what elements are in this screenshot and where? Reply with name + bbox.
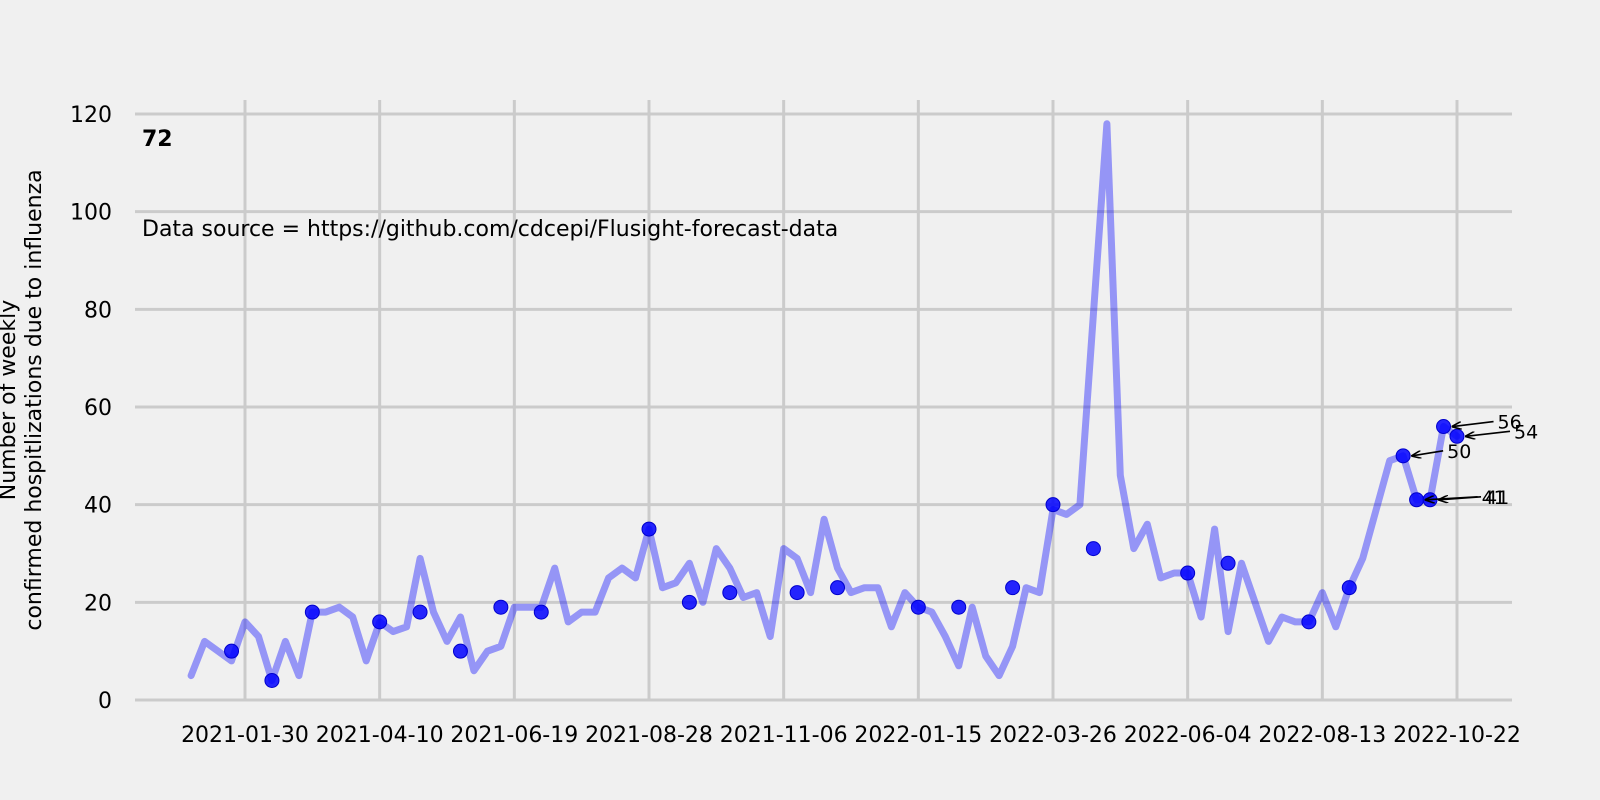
annotation-label: 54 (1514, 421, 1538, 443)
data-point-marker (452, 643, 468, 659)
x-tick-label: 2021-04-10 (316, 723, 444, 748)
series-line (187, 120, 1461, 684)
annotation-label: 41 (1485, 487, 1509, 509)
x-tick-label: 2022-01-15 (854, 723, 982, 748)
data-point-marker (493, 599, 509, 615)
data-point-marker (264, 672, 280, 688)
y-tick-label: 120 (70, 103, 112, 128)
y-tick-label: 80 (84, 298, 112, 323)
data-point-marker (224, 643, 240, 659)
x-tick-label: 2021-06-19 (450, 723, 578, 748)
y-tick-label: 20 (84, 591, 112, 616)
corner-label: 72 (142, 127, 173, 152)
y-tick-label: 100 (70, 201, 112, 226)
data-point-marker (951, 599, 967, 615)
data-point-marker (1180, 565, 1196, 581)
x-tick-label: 2022-10-22 (1393, 723, 1521, 748)
annotation-arrow (1412, 450, 1444, 456)
x-axis-ticks: 2021-01-30 2021-04-10 2021-06-19 2021-08-28… (181, 723, 1521, 748)
data-point-marker (1341, 580, 1357, 596)
data-point-marker (1409, 492, 1425, 508)
data-point-marker (1301, 614, 1317, 630)
data-point-marker (641, 521, 657, 537)
x-tick-label: 2022-06-04 (1124, 723, 1252, 748)
data-point-marker (910, 599, 926, 615)
data-point-marker (1395, 448, 1411, 464)
y-axis-ticks: 0 20 40 60 80 100 120 (70, 103, 112, 714)
annotation-arrow (1453, 420, 1494, 427)
data-source-note: Data source = https://github.com/cdcepi/… (142, 217, 838, 242)
y-tick-label: 40 (84, 494, 112, 519)
gridlines (135, 100, 1512, 702)
annotation-label: 41 (1482, 487, 1506, 509)
data-point-marker (372, 614, 388, 630)
data-point-marker (1220, 555, 1236, 571)
marker-layer (224, 419, 1465, 688)
data-point-marker (1436, 419, 1452, 435)
series-layer (187, 120, 1461, 684)
data-point-marker (412, 604, 428, 620)
x-tick-label: 2021-01-30 (181, 723, 309, 748)
data-point-marker (789, 585, 805, 601)
data-point-marker (1005, 580, 1021, 596)
x-tick-label: 2022-08-13 (1258, 723, 1386, 748)
y-tick-label: 0 (98, 689, 112, 714)
annotation-label: 50 (1447, 441, 1471, 463)
x-tick-label: 2021-08-28 (585, 723, 713, 748)
data-point-marker (681, 594, 697, 610)
annotation-arrow (1439, 497, 1482, 500)
data-point-marker (533, 604, 549, 620)
x-tick-label: 2021-11-06 (720, 723, 848, 748)
x-tick-label: 2022-03-26 (989, 723, 1117, 748)
annotation-label: 56 (1498, 412, 1522, 434)
data-point-marker (1045, 497, 1061, 513)
data-point-marker (722, 585, 738, 601)
data-point-marker (830, 580, 846, 596)
data-point-marker (1085, 541, 1101, 557)
data-point-marker (304, 604, 320, 620)
y-tick-label: 60 (84, 396, 112, 421)
y-axis-label: Number of weeklyconfirmed hospitlization… (0, 169, 47, 630)
annotation-arrow (1466, 430, 1511, 436)
